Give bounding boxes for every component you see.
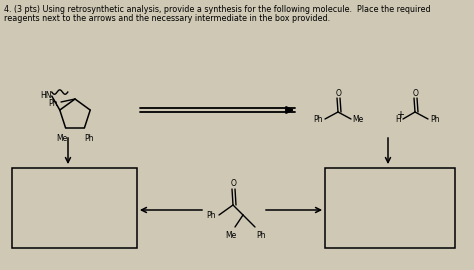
Text: reagents next to the arrows and the necessary intermediate in the box provided.: reagents next to the arrows and the nece… (4, 14, 330, 23)
Text: O: O (336, 89, 342, 99)
Text: Ph: Ph (48, 99, 58, 107)
Text: O: O (413, 89, 419, 99)
Text: O: O (231, 180, 237, 188)
Text: H: H (395, 116, 401, 124)
Text: Ph: Ph (313, 116, 323, 124)
Text: Me: Me (352, 116, 364, 124)
Bar (325, 168, 455, 248)
Text: Ph: Ph (85, 134, 94, 143)
Text: +: + (396, 110, 404, 120)
Text: Me: Me (56, 134, 67, 143)
Text: 4. (3 pts) Using retrosynthetic analysis, provide a synthesis for the following : 4. (3 pts) Using retrosynthetic analysis… (4, 5, 430, 14)
Text: Ph: Ph (206, 211, 216, 221)
Text: Ph: Ph (430, 116, 440, 124)
Text: HN: HN (40, 90, 52, 100)
Text: Me: Me (225, 231, 237, 239)
Text: Ph: Ph (256, 231, 266, 239)
Bar (12, 168, 137, 248)
